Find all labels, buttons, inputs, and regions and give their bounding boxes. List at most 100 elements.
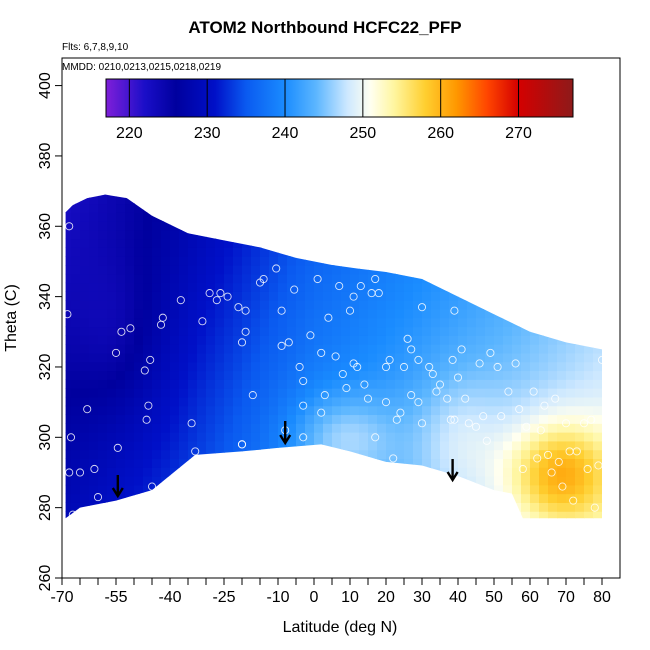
field-cell bbox=[161, 388, 171, 398]
field-cell bbox=[332, 396, 342, 407]
field-cell bbox=[584, 432, 594, 442]
field-cell bbox=[368, 379, 378, 389]
field-cell bbox=[188, 326, 198, 336]
field-cell bbox=[152, 396, 162, 407]
field-cell bbox=[512, 379, 522, 389]
field-cell bbox=[575, 511, 585, 519]
field-cell bbox=[575, 344, 585, 354]
field-cell bbox=[431, 308, 441, 319]
field-cell bbox=[107, 414, 117, 424]
field-cell bbox=[116, 326, 126, 336]
field-cell bbox=[65, 291, 72, 301]
x-tick-label: -40 bbox=[158, 589, 181, 606]
field-cell bbox=[305, 273, 315, 284]
field-cell bbox=[161, 458, 171, 468]
field-cell bbox=[485, 308, 495, 319]
field-cell bbox=[494, 352, 504, 363]
field-cell bbox=[224, 361, 234, 372]
field-cell bbox=[89, 458, 99, 468]
sample-point bbox=[140, 366, 149, 375]
sample-point bbox=[425, 362, 434, 372]
field-cell bbox=[152, 308, 162, 319]
field-cell bbox=[170, 291, 180, 301]
field-cell bbox=[224, 264, 234, 275]
field-cell bbox=[134, 221, 144, 231]
field-cell bbox=[314, 273, 324, 284]
field-cell bbox=[476, 361, 486, 372]
field-cell bbox=[287, 344, 297, 354]
field-cell bbox=[305, 370, 315, 380]
field-cell bbox=[224, 432, 234, 442]
field-cell bbox=[80, 256, 90, 266]
field-cell bbox=[422, 440, 432, 451]
field-cell bbox=[170, 300, 180, 310]
field-cell bbox=[269, 273, 279, 284]
sample-point bbox=[241, 327, 250, 336]
field-cell bbox=[80, 335, 90, 345]
field-cell bbox=[179, 414, 189, 424]
field-cell bbox=[296, 388, 306, 398]
field-cell bbox=[350, 370, 360, 380]
field-cell bbox=[269, 344, 279, 354]
sample-points bbox=[63, 222, 607, 519]
field-cell bbox=[512, 388, 522, 398]
field-cell bbox=[143, 300, 153, 310]
field-cell bbox=[386, 414, 396, 424]
field-cell bbox=[575, 379, 585, 389]
field-cell bbox=[431, 370, 441, 380]
field-cell bbox=[116, 423, 126, 433]
field-cell bbox=[170, 317, 180, 328]
field-cell bbox=[422, 361, 432, 372]
field-cell bbox=[359, 396, 369, 407]
field-cell bbox=[197, 352, 207, 363]
field-cell bbox=[98, 273, 108, 284]
field-cell bbox=[557, 396, 567, 407]
field-cell bbox=[65, 238, 72, 248]
field-cell bbox=[125, 432, 135, 442]
field-cell bbox=[197, 405, 207, 416]
sample-point bbox=[290, 285, 299, 294]
field-cell bbox=[206, 361, 216, 372]
field-cell bbox=[179, 370, 189, 380]
field-cell bbox=[602, 396, 603, 407]
field-cell bbox=[215, 405, 225, 416]
field-cell bbox=[485, 396, 495, 407]
field-cell bbox=[143, 388, 153, 398]
field-cell bbox=[296, 414, 306, 424]
field-cell bbox=[269, 388, 279, 398]
field-cell bbox=[71, 291, 81, 301]
field-cell bbox=[65, 396, 72, 407]
field-cell bbox=[593, 484, 603, 495]
field-cell bbox=[197, 370, 207, 380]
field-cell bbox=[314, 388, 324, 398]
field-cell bbox=[377, 361, 387, 372]
colorbar-tick-label: 240 bbox=[272, 125, 299, 142]
field-cell bbox=[89, 467, 99, 477]
field-cell bbox=[386, 352, 396, 363]
field-cell bbox=[206, 264, 216, 275]
field-cell bbox=[161, 370, 171, 380]
field-cell bbox=[332, 414, 342, 424]
field-cell bbox=[224, 352, 234, 363]
field-cell bbox=[287, 264, 297, 275]
field-cell bbox=[341, 326, 351, 336]
field-cell bbox=[206, 432, 216, 442]
field-cell bbox=[494, 405, 504, 416]
field-cell bbox=[557, 344, 567, 354]
field-cell bbox=[80, 361, 90, 372]
field-cell bbox=[65, 405, 72, 416]
field-cell bbox=[116, 300, 126, 310]
sample-point bbox=[475, 359, 484, 368]
field-cell bbox=[197, 317, 207, 328]
field-cell bbox=[350, 396, 360, 407]
field-cell bbox=[98, 203, 108, 213]
field-cell bbox=[530, 449, 540, 460]
field-cell bbox=[143, 449, 153, 460]
field-cell bbox=[197, 291, 207, 301]
sample-point bbox=[450, 306, 459, 315]
field-cell bbox=[467, 335, 477, 345]
sample-point bbox=[83, 405, 92, 414]
field-cell bbox=[323, 361, 333, 372]
field-cell bbox=[395, 291, 405, 301]
